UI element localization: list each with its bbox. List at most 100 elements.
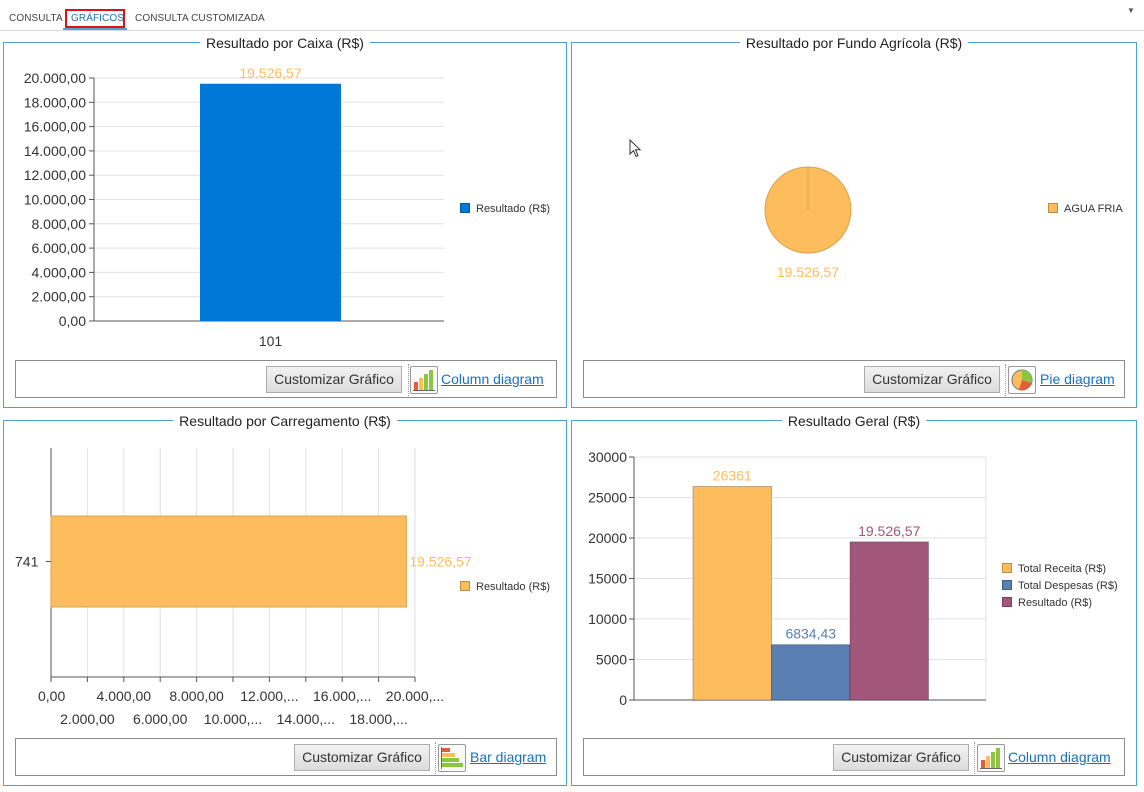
bar [771,644,851,701]
x-tick-label: 12.000,... [240,688,298,704]
legend-label: Resultado (R$) [1018,597,1092,609]
footer-carregamento: Customizar Gráfico Bar diagram [15,738,557,776]
legend-caixa: Resultado (R$) [460,203,550,220]
tab-consulta[interactable]: CONSULTA [9,13,63,24]
panel-resultado-fundo-agricola: Resultado por Fundo Agrícola (R$) 19.526… [571,35,1137,408]
y-tick-label: 741 [15,554,39,570]
legend-label: Resultado (R$) [476,203,550,215]
y-tick-label: 30000 [588,449,627,465]
data-label: 19.526,57 [409,554,471,570]
y-tick-label: 18.000,00 [24,94,86,110]
x-tick-label: 14.000,... [277,711,335,727]
chart-resultado-geral: 0 5000 10000 15000 20000 25000 30000 26361 6834,… [588,449,987,708]
legend-label: AGUA FRIA [1064,203,1123,215]
x-tick-label: 0,00 [38,688,65,704]
chart-resultado-caixa: 0,00 2.000,00 4.000,00 6.000,00 8.000,00 10.0… [24,65,444,349]
tab-bar: CONSULTA GRÁFICOS CONSULTA CUSTOMIZADA ▼ [0,0,1144,31]
active-tab-underline [63,28,127,30]
y-tick-label: 10000 [588,611,627,627]
legend-label: Total Receita (R$) [1018,563,1107,575]
legend-swatch [1002,580,1012,590]
customize-chart-button[interactable]: Customizar Gráfico [864,366,1000,393]
y-tick-label: 16.000,00 [24,119,86,135]
legend-geral: Total Receita (R$) Total Despesas (R$) Res… [1002,563,1118,614]
data-label: 19.526,57 [858,523,920,539]
panel-title-carregamento: Resultado por Carregamento (R$) [173,413,397,429]
data-label: 19.526,57 [239,65,301,81]
legend-item: Total Receita (R$) [1002,563,1118,580]
bar [849,541,929,701]
footer-fundo: Customizar Gráfico Pie diagram [583,360,1125,398]
y-tick-label: 4.000,00 [32,264,87,280]
x-tick-label: 2.000,00 [60,711,115,727]
legend-carregamento: Resultado (R$) [460,581,550,598]
x-tick-label: 10.000,... [204,711,262,727]
footer-geral: Customizar Gráfico Column diagram [583,738,1125,776]
panel-resultado-caixa: Resultado por Caixa (R$) 0,00 2.000,00 4.0… [3,35,567,408]
y-tick-label: 20000 [588,530,627,546]
customize-chart-button[interactable]: Customizar Gráfico [833,744,969,771]
x-tick-label: 18.000,... [349,711,407,727]
x-tick-label: 8.000,00 [169,688,224,704]
collapse-arrow-icon[interactable]: ▼ [1127,6,1135,15]
active-tab-highlight [65,9,125,28]
mouse-cursor-icon [629,138,643,164]
customize-chart-button[interactable]: Customizar Gráfico [266,366,402,393]
x-tick-label: 20.000,... [386,688,444,704]
legend-item: Total Despesas (R$) [1002,580,1118,597]
y-tick-label: 6.000,00 [32,240,87,256]
panel-title-geral: Resultado Geral (R$) [781,413,927,429]
y-tick-label: 12.000,00 [24,167,86,183]
panel-resultado-geral: Resultado Geral (R$) 0 5000 10000 15000 2000… [571,413,1137,786]
y-tick-label: 10.000,00 [24,192,86,208]
y-tick-label: 20.000,00 [24,70,86,86]
y-tick-label: 14.000,00 [24,143,86,159]
column-chart-icon[interactable] [977,744,1005,772]
legend-label: Resultado (R$) [476,581,550,593]
panel-resultado-carregamento: Resultado por Carregamento (R$) 0,00 2.00… [3,413,567,786]
panel-title-caixa: Resultado por Caixa (R$) [200,35,370,51]
data-label: 6834,43 [785,626,836,642]
pie-diagram-link[interactable]: Pie diagram [1040,371,1115,387]
bar [200,83,341,322]
tab-graficos[interactable]: GRÁFICOS [71,13,125,24]
x-tick-label: 6.000,00 [133,711,188,727]
legend-fundo: AGUA FRIA [1048,203,1123,220]
y-tick-label: 8.000,00 [32,216,87,232]
y-tick-label: 0 [619,692,627,708]
footer-caixa: Customizar Gráfico Column diagram [15,360,557,398]
legend-item: Resultado (R$) [460,581,550,598]
legend-item: Resultado (R$) [1002,597,1118,614]
chart-resultado-carregamento: 0,00 2.000,00 4.000,00 6.000,00 8.000,00 10.0… [15,448,472,727]
bar-diagram-link[interactable]: Bar diagram [470,749,547,765]
x-tick-label: 4.000,00 [97,688,152,704]
column-diagram-link[interactable]: Column diagram [1008,749,1111,765]
legend-swatch [460,581,470,591]
x-tick-label: 16.000,... [313,688,371,704]
customize-chart-button[interactable]: Customizar Gráfico [294,744,430,771]
y-tick-label: 15000 [588,571,627,587]
panel-title-fundo: Resultado por Fundo Agrícola (R$) [739,35,969,51]
y-tick-label: 0,00 [59,313,86,329]
legend-label: Total Despesas (R$) [1018,580,1118,592]
chart-resultado-fundo: 19.526,57 [764,166,852,280]
x-tick-label: 101 [259,333,283,349]
pie-chart-icon[interactable] [1008,366,1036,394]
column-chart-icon[interactable] [410,366,438,394]
data-label: 19.526,57 [777,264,839,280]
legend-item: Resultado (R$) [460,203,550,220]
bar [692,485,772,701]
column-diagram-link[interactable]: Column diagram [441,371,544,387]
y-tick-label: 5000 [596,652,627,668]
legend-swatch [460,203,470,213]
legend-swatch [1002,597,1012,607]
y-tick-label: 25000 [588,490,627,506]
data-label: 26361 [713,467,752,483]
tab-consulta-customizada[interactable]: CONSULTA CUSTOMIZADA [135,13,265,24]
y-tick-label: 2.000,00 [32,289,87,305]
bar-chart-icon[interactable] [438,744,466,772]
legend-swatch [1002,563,1012,573]
legend-item: AGUA FRIA [1048,203,1123,220]
bar [50,515,407,608]
legend-swatch [1048,203,1058,213]
